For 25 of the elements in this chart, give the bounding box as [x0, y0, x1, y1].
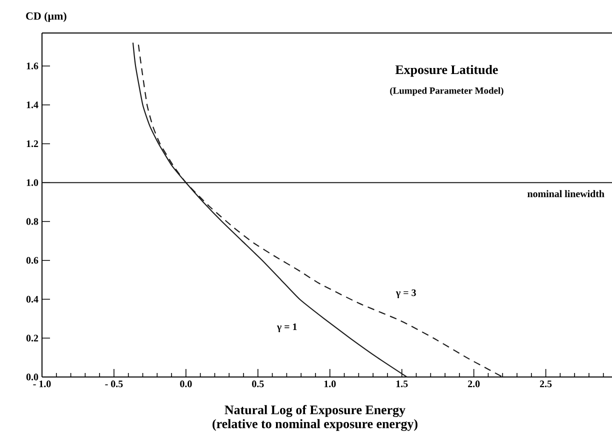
- x-tick-label: - 1.0: [33, 380, 51, 388]
- y-tick-label: 0.6: [26, 257, 38, 264]
- ref-line-label: nominal linewidth: [528, 190, 604, 198]
- y-tick-label: 1.0: [26, 179, 38, 186]
- y-tick-label: 1.4: [26, 102, 38, 108]
- y-tick-label: 0.0: [26, 374, 38, 380]
- x-tick-label: 2.0: [468, 380, 480, 388]
- y-tick-label: 0.8: [26, 218, 38, 225]
- y-tick-label: 1.6: [26, 62, 38, 70]
- x-tick-label: 0.5: [252, 380, 264, 388]
- text: Exposure Latitude: [395, 64, 498, 77]
- text: (Lumped Parameter Model): [390, 87, 504, 96]
- x-tick-label: 1.0: [324, 380, 336, 388]
- text: (relative to nominal exposure energy): [212, 419, 418, 431]
- x-tick-label: 1.5: [396, 380, 408, 388]
- x-axis-title: Natural Log of Exposure Energy: [224, 405, 406, 417]
- x-tick-label: 0.0: [180, 380, 192, 388]
- series-label: γ = 3: [396, 289, 416, 298]
- x-tick-label: - 0.5: [105, 380, 123, 388]
- y-axis-title: CD (µm): [26, 12, 66, 22]
- y-tick-label: 1.2: [26, 140, 38, 148]
- text: γ = 1: [276, 323, 297, 332]
- y-tick-label: 0.4: [26, 296, 38, 303]
- y-tick-label: 0.2: [26, 334, 38, 342]
- x-tick-label: 2.5: [540, 380, 552, 388]
